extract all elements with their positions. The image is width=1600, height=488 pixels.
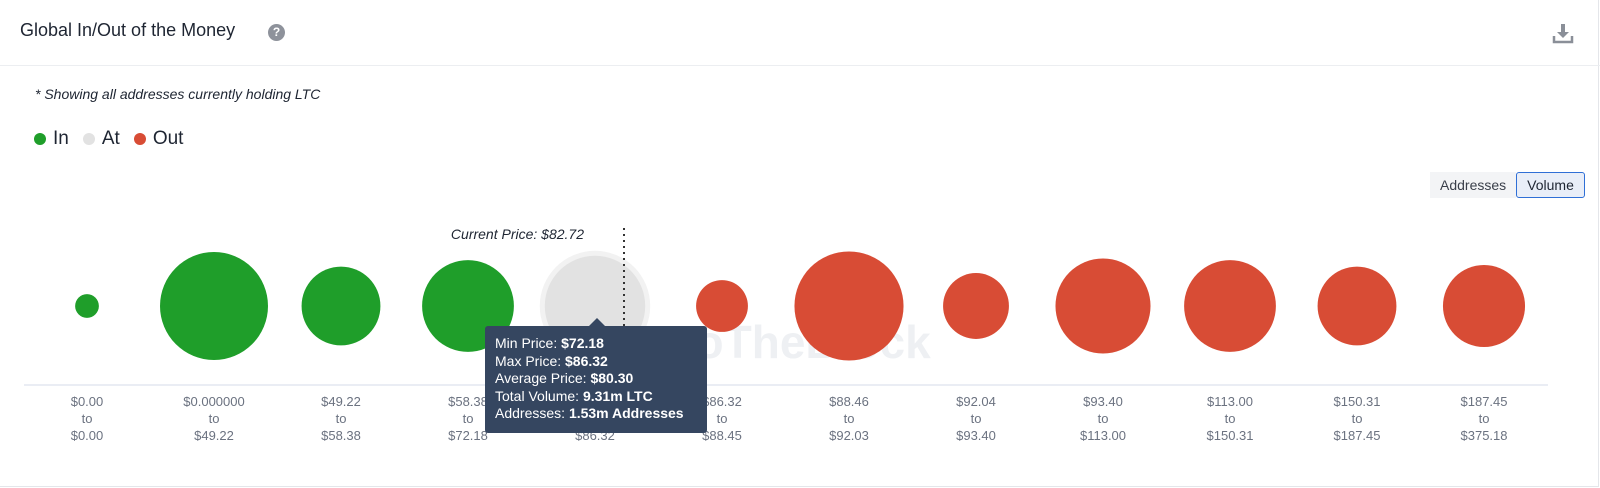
legend-label: In (53, 128, 69, 149)
x-tick-label: $93.40 (956, 428, 996, 443)
page-title: Global In/Out of the Money (20, 20, 236, 40)
volume-toggle-button[interactable]: Volume (1516, 172, 1585, 198)
legend-item-in[interactable]: In (34, 128, 69, 150)
x-tick-label: $113.00 (1207, 394, 1253, 409)
x-tick-label: to (336, 411, 347, 426)
x-tick-label: to (1479, 411, 1490, 426)
tooltip-addresses-row: Addresses: 1.53m Addresses (495, 405, 684, 421)
bubble-out-5[interactable] (696, 280, 748, 332)
download-icon[interactable] (1552, 22, 1574, 44)
tooltip-avg-row: Average Price: $80.30 (495, 370, 634, 386)
x-tick-label: to (1225, 411, 1236, 426)
bubble-in-2[interactable] (301, 266, 381, 346)
tooltip-arrow (589, 318, 605, 326)
x-tick-label: to (717, 411, 728, 426)
x-tick-label: to (209, 411, 220, 426)
x-tick-label: $49.22 (194, 428, 234, 443)
question-circle-icon[interactable]: ? (268, 24, 285, 41)
x-tick-label: to (463, 411, 474, 426)
bubble-in-1[interactable] (160, 252, 268, 360)
tooltip-max-row: Max Price: $86.32 (495, 352, 608, 369)
legend-dot (133, 133, 146, 145)
x-tick-label: $58.38 (448, 394, 488, 409)
x-tick-label: $58.38 (321, 428, 361, 443)
bubble-out-6[interactable] (794, 251, 904, 361)
x-tick-label: $49.22 (321, 394, 361, 409)
x-tick-label: $92.03 (829, 428, 869, 443)
legend-dot (82, 133, 95, 145)
bubble-out-8[interactable] (1055, 258, 1151, 354)
legend-item-out[interactable]: Out (133, 128, 184, 150)
holding-note: * Showing all addresses currently holdin… (35, 86, 321, 102)
bubble-out-10[interactable] (1317, 266, 1397, 346)
x-tick-label: to (971, 411, 982, 426)
bubble-out-9[interactable] (1184, 260, 1276, 352)
current-price-label: Current Price: $82.72 (451, 226, 584, 242)
x-tick-label: $0.00 (71, 394, 104, 409)
x-tick-label: $187.45 (1334, 428, 1381, 443)
x-tick-label: $88.46 (829, 394, 869, 409)
x-tick-label: $93.40 (1083, 394, 1123, 409)
bubble-out-11[interactable] (1442, 264, 1526, 348)
metric-toggle: Addresses Volume (1430, 172, 1585, 198)
x-tick-label: to (1098, 411, 1109, 426)
x-tick-label: $88.45 (702, 428, 742, 443)
x-tick-label: $150.31 (1207, 428, 1254, 443)
x-tick-label: $375.18 (1461, 428, 1508, 443)
x-tick-label: $0.00 (71, 428, 104, 443)
x-tick-label: $0.000000 (183, 394, 244, 409)
x-tick-label: $150.31 (1334, 394, 1381, 409)
card-header: Global In/Out of the Money ? (0, 0, 1600, 66)
legend-dot (34, 133, 46, 145)
x-tick-label: $92.04 (956, 394, 996, 409)
x-tick-label: $187.45 (1461, 394, 1508, 409)
x-tick-label: $86.32 (702, 394, 742, 409)
x-tick-label: $72.18 (448, 428, 488, 443)
legend-item-at[interactable]: At (82, 128, 120, 150)
bubble-out-7[interactable] (943, 273, 1009, 339)
legend-label: Out (152, 128, 184, 149)
legend-label: At (101, 128, 120, 149)
tooltip-min-row: Min Price: $72.18 (495, 335, 604, 351)
tooltip-volume-row: Total Volume: 9.31m LTC (495, 387, 653, 404)
x-tick-label: to (1352, 411, 1363, 426)
x-tick-label: $113.00 (1080, 428, 1126, 443)
bubble-tooltip: Min Price: $72.18 Max Price: $86.32 Aver… (485, 326, 707, 433)
addresses-toggle-button[interactable]: Addresses (1430, 172, 1517, 198)
x-tick-label: to (82, 411, 93, 426)
bubble-in-0[interactable] (75, 294, 99, 318)
x-tick-label: to (844, 411, 855, 426)
legend: In At Out (34, 128, 183, 150)
